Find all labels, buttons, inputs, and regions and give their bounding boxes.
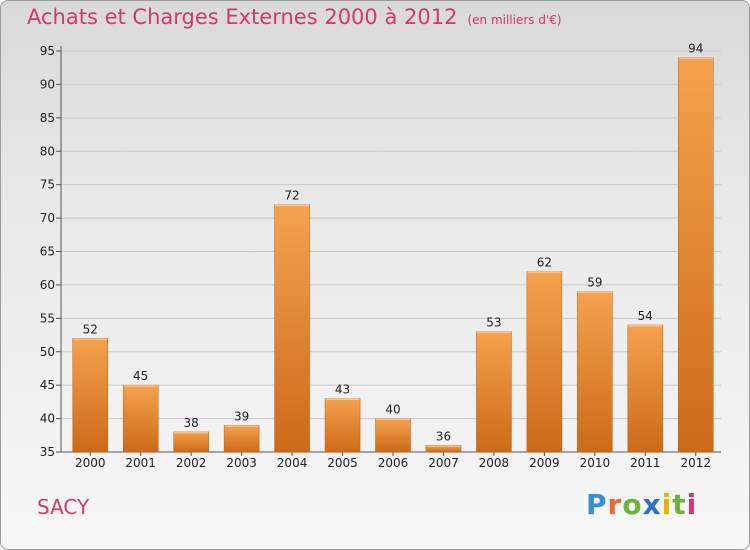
logo-letter: t xyxy=(672,488,687,521)
y-tick-label: 90 xyxy=(40,77,55,91)
value-label-2001: 45 xyxy=(133,369,148,383)
y-tick-label: 75 xyxy=(40,178,55,192)
value-label-2011: 54 xyxy=(638,309,653,323)
bar-2011 xyxy=(627,324,664,453)
value-label-2008: 53 xyxy=(486,316,501,330)
y-tick-label: 95 xyxy=(40,44,55,58)
x-tick-label-2008: 2008 xyxy=(479,456,510,470)
value-label-2004: 72 xyxy=(284,189,299,203)
x-tick-label-2005: 2005 xyxy=(327,456,358,470)
y-tick-label: 70 xyxy=(40,211,55,225)
bar-2008 xyxy=(476,331,512,453)
bar-highlight xyxy=(325,398,360,401)
bar-highlight xyxy=(527,271,562,274)
bar-2012 xyxy=(678,57,714,453)
bar-2009 xyxy=(526,271,563,453)
chart-title: Achats et Charges Externes 2000 à 2012 (e… xyxy=(27,5,562,29)
bar-highlight xyxy=(224,425,259,427)
bar-2006 xyxy=(375,418,411,453)
bar-2004 xyxy=(274,204,310,453)
y-tick-label: 80 xyxy=(40,144,55,158)
bar-highlight xyxy=(476,331,511,334)
y-tick-label: 40 xyxy=(40,412,55,426)
y-tick-label: 45 xyxy=(40,378,55,392)
bar-highlight xyxy=(376,418,410,421)
logo-letter: i xyxy=(661,488,673,521)
x-tick-label-2007: 2007 xyxy=(428,456,459,470)
x-tick-label-2000: 2000 xyxy=(75,456,106,470)
bar-highlight xyxy=(577,291,612,294)
value-label-2003: 39 xyxy=(234,409,249,423)
value-label-2005: 43 xyxy=(335,383,350,397)
x-tick-label-2009: 2009 xyxy=(529,456,560,470)
bar-2003 xyxy=(223,425,260,453)
y-tick-label: 50 xyxy=(40,345,55,359)
x-tick-label-2002: 2002 xyxy=(176,456,207,470)
bar-highlight xyxy=(174,431,209,434)
x-tick-label-2012: 2012 xyxy=(680,456,711,470)
x-tick-label-2003: 2003 xyxy=(226,456,257,470)
bar-2005 xyxy=(324,398,361,453)
x-tick-label-2010: 2010 xyxy=(580,456,611,470)
bar-2001 xyxy=(122,384,159,453)
chart-unit: (en milliers d'€) xyxy=(467,13,562,27)
y-tick-label: 55 xyxy=(40,311,55,325)
bar-highlight xyxy=(628,325,663,327)
logo-letter: i xyxy=(686,488,698,521)
x-tick-label-2004: 2004 xyxy=(277,456,308,470)
logo-letter: x xyxy=(642,488,662,521)
y-tick-label: 65 xyxy=(40,245,55,259)
bar-highlight xyxy=(123,385,158,387)
bar-2000 xyxy=(72,338,108,453)
x-tick-label-2001: 2001 xyxy=(125,456,156,470)
value-label-2010: 59 xyxy=(587,276,602,290)
bar-2002 xyxy=(173,431,209,453)
value-label-2009: 62 xyxy=(537,256,552,270)
chart-title-text: Achats et Charges Externes 2000 à 2012 xyxy=(27,5,458,29)
value-label-2012: 94 xyxy=(688,42,703,56)
value-label-2000: 52 xyxy=(83,322,98,336)
place-name: SACY xyxy=(37,495,90,519)
x-tick-label-2006: 2006 xyxy=(378,456,409,470)
value-label-2006: 40 xyxy=(385,403,400,417)
x-tick-label-2011: 2011 xyxy=(630,456,661,470)
bar-highlight xyxy=(426,445,461,447)
logo-letter: o xyxy=(622,488,643,521)
logo-letter: r xyxy=(607,488,623,521)
y-tick-label: 35 xyxy=(40,445,55,459)
y-tick-label: 60 xyxy=(40,278,55,292)
bar-highlight xyxy=(73,338,108,340)
bar-highlight xyxy=(275,204,310,207)
proxiti-logo: Proxiti xyxy=(586,488,697,521)
logo-letter: P xyxy=(586,488,608,521)
bar-2010 xyxy=(577,291,613,453)
y-tick-label: 85 xyxy=(40,111,55,125)
bar-highlight xyxy=(678,57,713,60)
value-label-2007: 36 xyxy=(436,429,451,443)
value-label-2002: 38 xyxy=(184,416,199,430)
